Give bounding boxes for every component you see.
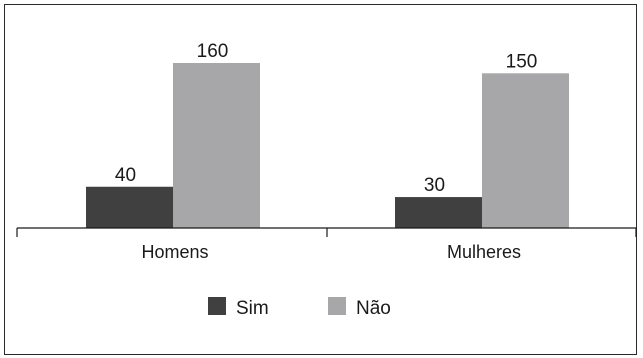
bar-homens-1 [173,63,260,228]
data-labels-layer: 40 160 30 150 [115,41,537,196]
data-label-mulheres-1: 150 [506,51,538,72]
bar-homens-0 [86,186,173,228]
x-axis-ticks [16,228,637,237]
data-label-homens-0: 40 [115,165,136,186]
data-label-mulheres-0: 30 [424,175,445,196]
bars-layer [86,63,569,228]
legend: Sim Não [208,297,391,319]
data-label-homens-1: 160 [197,41,229,62]
category-label-mulheres: Mulheres [447,242,521,262]
legend-swatch-0 [208,297,226,315]
bar-mulheres-1 [482,73,569,228]
category-label-homens: Homens [141,242,208,262]
legend-label-0: Sim [236,298,269,319]
legend-label-1: Não [356,298,391,319]
bar-mulheres-0 [395,197,482,228]
legend-swatch-1 [328,297,346,315]
category-labels: Homens Mulheres [141,242,521,262]
